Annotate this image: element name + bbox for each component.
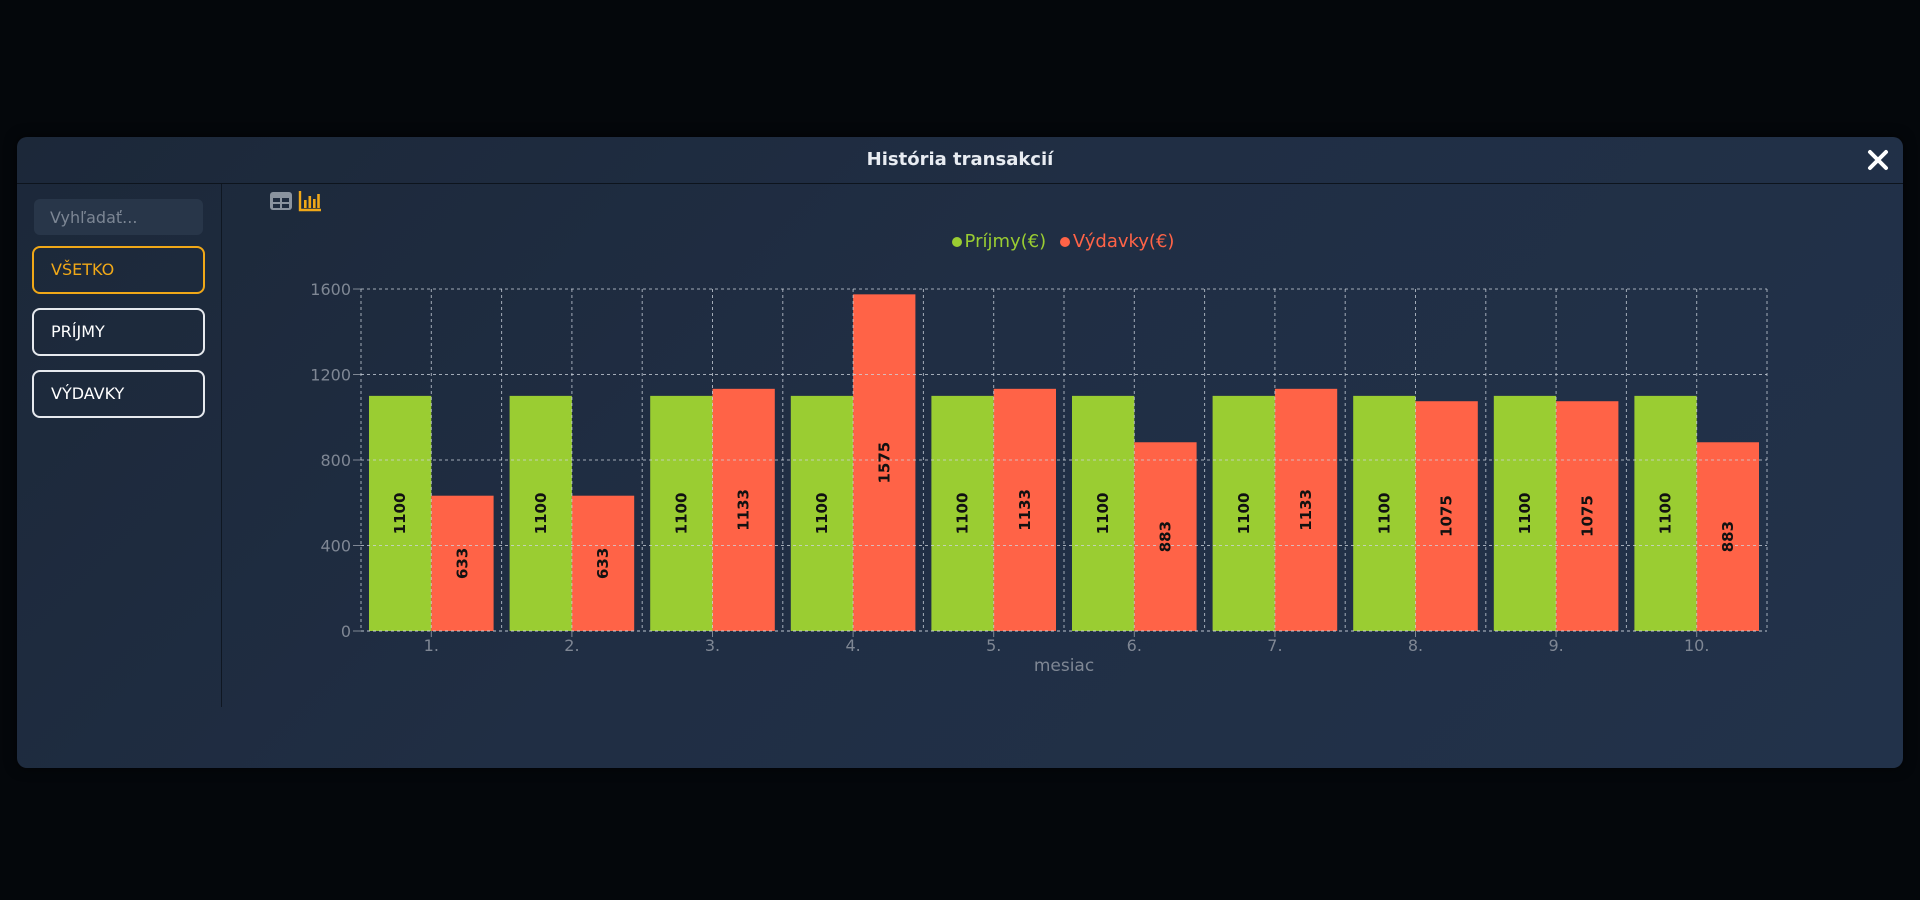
modal-title: História transakcií [866,149,1054,170]
x-tick-label: 1. [424,636,439,655]
filter-income-button[interactable]: PRÍJMY [32,308,205,356]
y-tick-label: 0 [341,622,351,641]
x-tick-label: 9. [1548,636,1563,655]
data-label-income-10: 1100 [1657,493,1675,535]
y-tick-label: 800 [320,451,351,470]
data-label-income-3: 1100 [672,493,690,535]
data-label-expense-4: 1575 [875,442,893,484]
filter-all-button[interactable]: VŠETKO [32,246,205,294]
legend-item-income[interactable]: Príjmy(€) [951,231,1047,252]
data-label-expense-8: 1075 [1438,495,1456,537]
data-label-income-1: 1100 [391,493,409,535]
y-tick-label: 400 [320,537,351,556]
bar-expense-7 [1274,388,1338,631]
legend-dot-expense [1059,237,1070,247]
filter-expenses-button[interactable]: VÝDAVKY [32,370,205,418]
data-label-expense-9: 1075 [1578,495,1596,537]
x-tick-label: 3. [705,636,720,655]
data-label-expense-10: 883 [1719,521,1737,552]
bar-expense-10 [1696,442,1759,631]
x-tick-label: 10. [1684,636,1709,655]
bar-expense-4 [853,294,916,631]
search-input[interactable] [34,199,203,235]
bar-expense-3 [712,388,775,631]
bar-chart: 0 400 800 1200 1600 1. 2. 3. 4. 5. 6. 7. 8. 9. 10. 1100… [310,280,1768,676]
legend-label-income: Príjmy(€) [964,231,1047,252]
modal-header: História transakcií [17,137,1903,184]
close-icon [1868,150,1888,170]
data-label-income-7: 1100 [1235,493,1253,535]
bar-income-2 [509,395,572,631]
bar-income-7 [1212,395,1275,631]
data-label-income-2: 1100 [532,493,550,535]
chart-legend: Príjmy(€) Výdavky(€) [17,231,1903,252]
bar-income-1 [369,395,432,631]
bar-expense-9 [1556,401,1619,631]
x-tick-label: 2. [564,636,579,655]
legend-dot-income [951,237,962,247]
bar-chart-icon[interactable] [298,189,322,213]
bar-income-10 [1634,395,1697,631]
data-label-income-5: 1100 [954,493,972,535]
data-label-expense-6: 883 [1156,521,1174,552]
bar-income-5 [931,395,994,631]
bar-income-6 [1072,395,1135,631]
x-axis-label: mesiac [1034,656,1094,676]
x-tick-label: 8. [1408,636,1423,655]
x-tick-label: 4. [845,636,860,655]
data-label-income-4: 1100 [813,493,831,535]
x-tick-label: 6. [1127,636,1142,655]
sidebar: VŠETKO PRÍJMY VÝDAVKY [17,184,222,707]
data-label-expense-2: 633 [594,548,612,579]
data-label-expense-1: 633 [453,548,471,579]
data-label-income-6: 1100 [1094,493,1112,535]
y-tick-label: 1200 [310,366,351,385]
data-label-income-8: 1100 [1375,493,1393,535]
y-tick-label: 1600 [310,280,351,299]
bar-expense-6 [1134,442,1197,631]
data-label-income-9: 1100 [1516,493,1534,535]
data-label-expense-3: 1133 [735,489,753,531]
table-icon[interactable] [269,189,293,213]
data-label-expense-5: 1133 [1016,489,1034,531]
bar-expense-8 [1415,401,1478,631]
legend-label-expense: Výdavky(€) [1072,231,1175,252]
bar-income-9 [1493,395,1557,631]
bar-expense-1 [431,495,494,631]
transaction-history-modal: História transakcií VŠETKO PRÍJMY VÝDAVK… [17,137,1903,768]
bar-expense-5 [993,388,1056,631]
bar-income-8 [1353,395,1416,631]
data-label-expense-7: 1133 [1297,489,1315,531]
bar-income-4 [790,395,854,631]
legend-item-expense[interactable]: Výdavky(€) [1059,231,1175,252]
x-tick-label: 5. [986,636,1001,655]
bar-income-3 [650,395,713,631]
x-tick-label: 7. [1267,636,1282,655]
bar-expense-2 [571,495,635,631]
close-button[interactable] [1863,145,1893,175]
